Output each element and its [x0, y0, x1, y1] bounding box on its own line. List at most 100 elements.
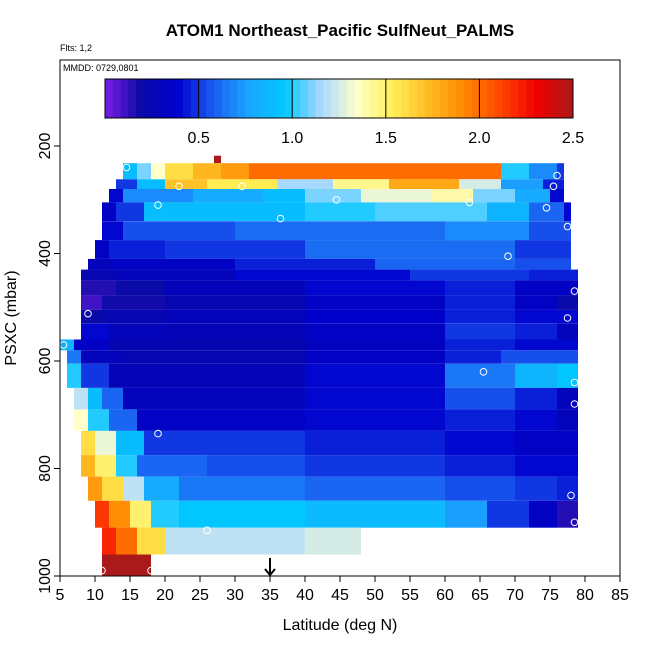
- heatmap-cell: [445, 350, 501, 364]
- heatmap-cell: [88, 387, 102, 410]
- colorbar-swatch: [534, 79, 543, 118]
- colorbar-swatch: [198, 79, 207, 118]
- heatmap-cell: [564, 202, 571, 222]
- heatmap-cell: [305, 240, 515, 259]
- heatmap-cell: [67, 363, 81, 388]
- heatmap-cell: [305, 409, 445, 431]
- heatmap-cell: [88, 409, 109, 431]
- colorbar-swatch: [409, 79, 418, 118]
- data-point: [504, 252, 512, 261]
- colorbar-swatch: [331, 79, 340, 118]
- heatmap-cell: [389, 179, 459, 189]
- heatmap-cell: [81, 455, 95, 477]
- heatmap-cell: [557, 409, 578, 431]
- colorbar-swatch: [518, 79, 527, 118]
- colorbar-swatch: [222, 79, 231, 118]
- data-point: [276, 214, 285, 223]
- heatmap-cell: [165, 295, 305, 310]
- heatmap-cell: [305, 323, 445, 340]
- heatmap-cell: [487, 202, 529, 222]
- data-point: [154, 201, 162, 209]
- heatmap-cell: [263, 189, 305, 203]
- colorbar-swatch: [495, 79, 504, 118]
- y-tick-label: 800: [37, 455, 54, 482]
- heatmap-cell: [431, 189, 473, 203]
- heatmap-cell: [445, 455, 515, 477]
- heatmap-cell: [550, 189, 564, 203]
- chart-title: ATOM1 Northeast_Pacific SulfNeut_PALMS: [166, 21, 515, 40]
- colorbar-swatch: [183, 79, 192, 118]
- heatmap-cell: [501, 179, 543, 189]
- heatmap-cell: [305, 363, 445, 388]
- heatmap-cell: [445, 409, 515, 431]
- heatmap-cell: [109, 500, 130, 528]
- data-point: [542, 204, 551, 212]
- heatmap-cell: [123, 387, 305, 410]
- colorbar-swatch: [526, 79, 535, 118]
- heatmap-cell: [165, 309, 305, 324]
- heatmap-cell: [102, 202, 116, 222]
- mmdd-label: MMDD: 0729,0801: [63, 63, 139, 73]
- heatmap-cell: [193, 163, 221, 180]
- heatmap-cell: [165, 323, 305, 340]
- heatmap-cell: [144, 430, 305, 456]
- colorbar-tick-label: 2.0: [468, 130, 490, 147]
- data-point: [563, 222, 572, 231]
- heatmap-cell: [515, 387, 557, 410]
- heatmap-cell: [165, 163, 193, 180]
- colorbar-swatch: [440, 79, 449, 118]
- heatmap-cell: [221, 163, 249, 180]
- heatmap-cell: [515, 189, 550, 203]
- data-point: [570, 518, 579, 527]
- colorbar-swatch: [354, 79, 363, 118]
- x-tick-label: 40: [296, 587, 314, 604]
- x-tick-label: 10: [86, 587, 104, 604]
- colorbar-swatch: [214, 79, 223, 118]
- colorbar-swatch: [284, 79, 293, 118]
- colorbar-swatch: [393, 79, 402, 118]
- heatmap-cell: [81, 295, 102, 310]
- heatmap-cell: [116, 455, 137, 477]
- x-tick-label: 30: [226, 587, 244, 604]
- y-axis-title: PSXC (mbar): [3, 270, 20, 365]
- heatmap-cell: [515, 363, 557, 388]
- colorbar-tick-label: 1.5: [375, 130, 397, 147]
- heatmap-cell: [410, 269, 529, 281]
- heatmap-cell: [305, 202, 375, 222]
- heatmap-cell: [445, 323, 515, 340]
- heatmap-cell: [179, 500, 305, 528]
- colorbar-swatch: [456, 79, 465, 118]
- x-tick-label: 5: [56, 587, 65, 604]
- data-points: [59, 142, 579, 575]
- colorbar-swatch: [510, 79, 519, 118]
- heatmap-cell: [529, 269, 578, 281]
- heatmap-cell: [515, 295, 557, 310]
- x-tick-label: 25: [191, 587, 209, 604]
- heatmap-cell: [529, 163, 557, 180]
- heatmap-cell: [445, 430, 515, 456]
- heatmap-cell: [137, 527, 165, 555]
- heatmap-cell: [473, 189, 515, 203]
- heatmap-cell: [109, 258, 235, 270]
- y-axis: 200 400 600 800 1000: [37, 133, 60, 594]
- colorbar-swatch: [292, 79, 301, 118]
- data-point: [213, 142, 222, 150]
- x-tick-label: 20: [156, 587, 174, 604]
- heatmap-cell: [165, 179, 207, 189]
- heatmap-cell: [445, 476, 515, 501]
- heatmap-cell: [235, 221, 445, 241]
- heatmap-cell: [305, 476, 445, 501]
- flights-label: Flts: 1,2: [60, 43, 92, 53]
- colorbar-swatch: [424, 79, 433, 118]
- data-point: [175, 182, 183, 191]
- colorbar-swatch: [237, 79, 246, 118]
- heatmap-cell: [81, 323, 109, 340]
- colorbar-swatch: [229, 79, 238, 118]
- heatmap-cell: [249, 163, 501, 180]
- heatmap-cells: [60, 155, 578, 576]
- x-tick-label: 65: [471, 587, 489, 604]
- colorbar-swatch: [307, 79, 316, 118]
- heatmap-cell: [501, 163, 529, 180]
- heatmap-cell: [515, 476, 557, 501]
